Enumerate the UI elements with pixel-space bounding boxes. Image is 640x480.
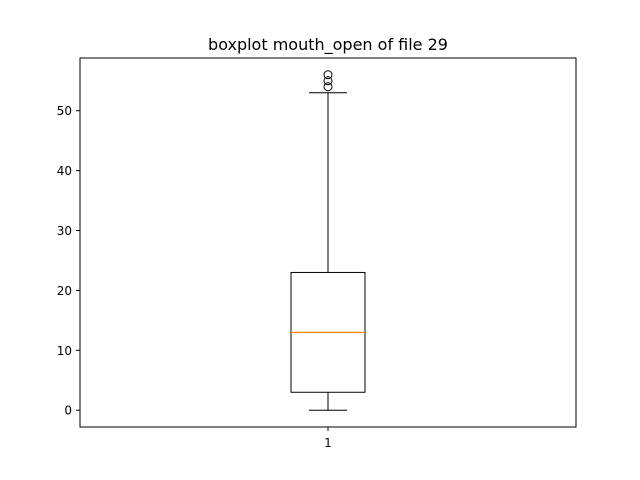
chart-title: boxplot mouth_open of file 29 (208, 35, 448, 55)
outlier-point (323, 82, 333, 92)
y-tick-label: 10 (57, 344, 72, 358)
y-tick-label: 20 (57, 284, 72, 298)
axes: 0 10 20 30 40 50 1 (57, 70, 366, 450)
y-tick-label: 30 (57, 224, 72, 238)
y-tick-label: 40 (57, 164, 72, 178)
x-tick-label: 1 (324, 436, 332, 450)
y-tick-label: 50 (57, 104, 72, 118)
plot-frame (79, 57, 577, 428)
outlier-point (323, 76, 333, 86)
outlier-point (323, 70, 333, 80)
y-tick-label: 0 (64, 404, 72, 418)
